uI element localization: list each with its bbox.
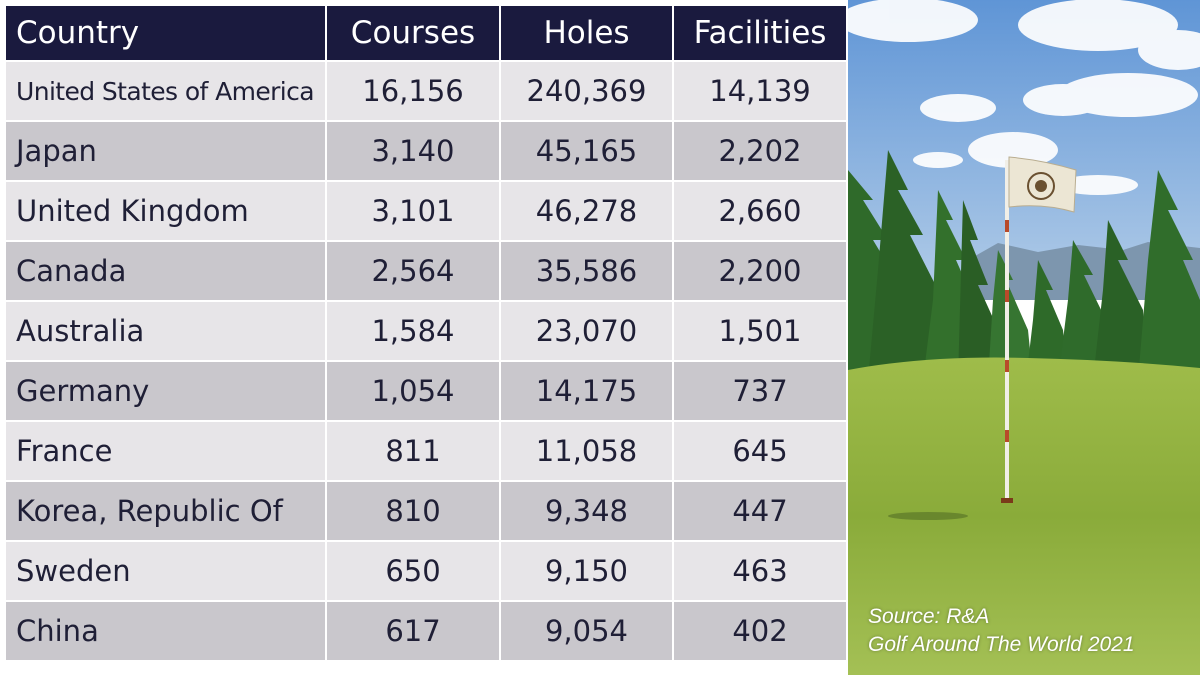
facilities-cell: 645 — [674, 422, 846, 480]
holes-cell: 11,058 — [501, 422, 672, 480]
courses-cell: 650 — [327, 542, 499, 600]
golf-green-photo — [848, 0, 1200, 675]
facilities-cell: 463 — [674, 542, 846, 600]
golf-statistics-table-panel: Country Courses Holes Facilities United … — [4, 4, 848, 662]
country-cell: Australia — [6, 302, 325, 360]
courses-cell: 1,584 — [327, 302, 499, 360]
holes-cell: 9,054 — [501, 602, 672, 660]
column-header-courses: Courses — [327, 6, 499, 60]
courses-cell: 2,564 — [327, 242, 499, 300]
country-cell: France — [6, 422, 325, 480]
facilities-cell: 402 — [674, 602, 846, 660]
flagstick — [1001, 160, 1013, 503]
holes-cell: 9,150 — [501, 542, 672, 600]
table-row: Japan 3,140 45,165 2,202 — [6, 122, 846, 180]
golf-statistics-table: Country Courses Holes Facilities United … — [4, 4, 848, 662]
facilities-cell: 14,139 — [674, 62, 846, 120]
holes-cell: 45,165 — [501, 122, 672, 180]
courses-cell: 810 — [327, 482, 499, 540]
holes-cell: 14,175 — [501, 362, 672, 420]
country-cell: Germany — [6, 362, 325, 420]
facilities-cell: 2,200 — [674, 242, 846, 300]
column-header-holes: Holes — [501, 6, 672, 60]
pine-trees — [848, 150, 1200, 380]
holes-cell: 46,278 — [501, 182, 672, 240]
courses-cell: 3,101 — [327, 182, 499, 240]
table-row: Australia 1,584 23,070 1,501 — [6, 302, 846, 360]
country-cell: China — [6, 602, 325, 660]
facilities-cell: 737 — [674, 362, 846, 420]
facilities-cell: 1,501 — [674, 302, 846, 360]
source-caption: Source: R&A Golf Around The World 2021 — [868, 603, 1135, 659]
courses-cell: 1,054 — [327, 362, 499, 420]
table-row: Sweden 650 9,150 463 — [6, 542, 846, 600]
table-row: Korea, Republic Of 810 9,348 447 — [6, 482, 846, 540]
courses-cell: 3,140 — [327, 122, 499, 180]
holes-cell: 35,586 — [501, 242, 672, 300]
facilities-cell: 447 — [674, 482, 846, 540]
source-line: Source: R&A — [868, 605, 990, 628]
country-cell: Sweden — [6, 542, 325, 600]
facilities-cell: 2,660 — [674, 182, 846, 240]
facilities-cell: 2,202 — [674, 122, 846, 180]
courses-cell: 16,156 — [327, 62, 499, 120]
country-cell: Korea, Republic Of — [6, 482, 325, 540]
table-header-row: Country Courses Holes Facilities — [6, 6, 846, 60]
table-row: United States of America 16,156 240,369 … — [6, 62, 846, 120]
flag-icon — [1008, 156, 1077, 213]
column-header-country: Country — [6, 6, 325, 60]
country-cell: United Kingdom — [6, 182, 325, 240]
holes-cell: 9,348 — [501, 482, 672, 540]
table-row: United Kingdom 3,101 46,278 2,660 — [6, 182, 846, 240]
country-cell: Japan — [6, 122, 325, 180]
holes-cell: 240,369 — [501, 62, 672, 120]
clouds — [848, 0, 1200, 195]
table-row: China 617 9,054 402 — [6, 602, 846, 660]
column-header-facilities: Facilities — [674, 6, 846, 60]
table-row: France 811 11,058 645 — [6, 422, 846, 480]
courses-cell: 617 — [327, 602, 499, 660]
table-row: Canada 2,564 35,586 2,200 — [6, 242, 846, 300]
table-row: Germany 1,054 14,175 737 — [6, 362, 846, 420]
holes-cell: 23,070 — [501, 302, 672, 360]
country-cell: Canada — [6, 242, 325, 300]
country-cell: United States of America — [6, 62, 325, 120]
source-publication: Golf Around The World 2021 — [868, 633, 1135, 656]
putting-green — [848, 357, 1200, 675]
courses-cell: 811 — [327, 422, 499, 480]
